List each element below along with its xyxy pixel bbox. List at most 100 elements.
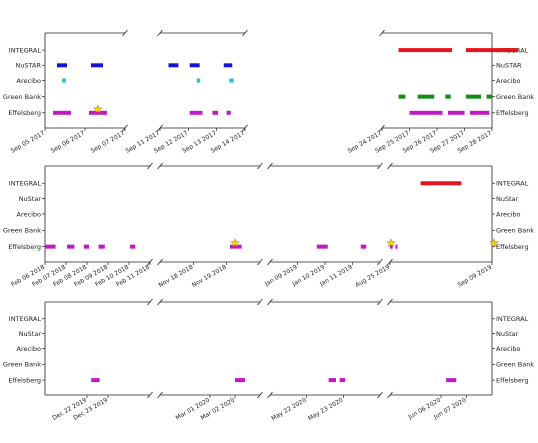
row-label-left: INTEGRAL (9, 180, 42, 188)
observation-bar (212, 110, 219, 115)
observation-bar (168, 63, 179, 68)
x-tick-label: Sep 07 2017 (90, 130, 127, 155)
axis-break-mark (242, 29, 248, 37)
burst-star (230, 238, 240, 248)
observation-bar (390, 244, 393, 249)
observation-bar (398, 48, 453, 53)
row-label-left: Arecibo (17, 77, 41, 85)
axis-break-mark (379, 29, 385, 37)
observation-bar (57, 63, 67, 68)
observation-bar (328, 378, 336, 383)
axis-break-mark (157, 258, 163, 266)
axis-break-mark (387, 298, 393, 306)
axis-break-mark (257, 391, 263, 399)
x-tick-label: Sep 06 2017 (50, 130, 87, 155)
observation-bar (91, 63, 103, 68)
row-label-right: Effelsberg (496, 243, 529, 251)
axis-break-mark (267, 162, 273, 170)
row-label-right: Arecibo (496, 77, 520, 85)
observation-bar (465, 94, 481, 99)
x-tick-label: May 22 2020 (270, 397, 308, 423)
observation-bar (189, 110, 203, 115)
x-tick-label: Aug 25 2019 (354, 264, 391, 289)
row-label-left: Green Bank (3, 227, 41, 235)
x-tick-label: Sep 09 2019 (457, 264, 494, 289)
axis-break-mark (377, 258, 383, 266)
observation-bar (62, 78, 66, 83)
observation-bar (45, 244, 56, 249)
row-label-left: Effelsberg (8, 109, 41, 117)
observation-bar (229, 78, 234, 83)
axis-break-mark (257, 162, 263, 170)
row-label-left: NuSTAR (15, 62, 41, 70)
burst-star (489, 238, 499, 248)
burst-star (386, 238, 396, 248)
row-label-right: Effelsberg (496, 109, 529, 117)
axis-break-mark (147, 162, 153, 170)
axis-break-mark (267, 391, 273, 399)
row-label-right: Green Bank (496, 361, 534, 369)
observation-bar (398, 94, 406, 99)
row-label-right: Green Bank (496, 93, 534, 101)
observation-bar (223, 63, 233, 68)
row-label-left: INTEGRAL (9, 315, 42, 323)
observation-bar (316, 244, 328, 249)
row-label-right: INTEGRAL (496, 180, 529, 188)
observation-bar (196, 78, 201, 83)
axis-break-mark (157, 162, 163, 170)
observation-bar (420, 181, 462, 186)
x-tick-label: Nov 18 2018 (158, 264, 195, 289)
row-label-left: Arecibo (17, 345, 41, 353)
axis-break-mark (377, 162, 383, 170)
x-tick-label: Nov 19 2018 (191, 264, 228, 289)
observation-bar (360, 244, 367, 249)
observation-bar (89, 110, 107, 115)
axis-break-mark (157, 29, 163, 37)
burst-star (93, 104, 103, 114)
observation-bar (53, 110, 71, 115)
axis-break-mark (157, 391, 163, 399)
row-label-right: NuStar (496, 330, 519, 338)
observation-bar (446, 378, 457, 383)
row-label-left: Green Bank (3, 361, 41, 369)
observation-bar (235, 378, 245, 383)
axis-break-mark (157, 298, 163, 306)
observation-bar (417, 94, 435, 99)
axis-break-mark (257, 298, 263, 306)
axis-break-mark (122, 29, 128, 37)
row-label-right: Effelsberg (496, 376, 529, 384)
row-label-right: NuStar (496, 195, 519, 203)
observation-bar (465, 48, 519, 53)
observation-bar (409, 110, 443, 115)
axis-break-mark (377, 391, 383, 399)
observation-bar (470, 110, 490, 115)
observation-bar (67, 244, 75, 249)
row-label-left: NuStar (19, 195, 42, 203)
observation-bar (130, 244, 136, 249)
row-label-right: Green Bank (496, 227, 534, 235)
row-label-left: Arecibo (17, 210, 41, 218)
row-label-left: NuStar (19, 330, 42, 338)
axis-break-mark (267, 298, 273, 306)
row-label-left: INTEGRAL (9, 46, 42, 54)
axis-break-mark (147, 298, 153, 306)
row-label-left: Effelsberg (8, 243, 41, 251)
row-label-left: Green Bank (3, 93, 41, 101)
observation-bar (226, 110, 231, 115)
axis-break-mark (387, 162, 393, 170)
observation-bar (189, 63, 200, 68)
axis-break-mark (147, 391, 153, 399)
axis-break-mark (267, 258, 273, 266)
observation-bar (339, 378, 346, 383)
row-label-right: Arecibo (496, 210, 520, 218)
axis-break-mark (377, 298, 383, 306)
observation-bar (395, 244, 398, 249)
row-label-right: INTEGRAL (496, 315, 529, 323)
observation-bar (486, 94, 492, 99)
observation-bar (91, 378, 100, 383)
axis-break-mark (387, 391, 393, 399)
observation-bar (230, 244, 242, 249)
row-label-right: NuSTAR (496, 62, 522, 70)
axis-break-mark (257, 258, 263, 266)
